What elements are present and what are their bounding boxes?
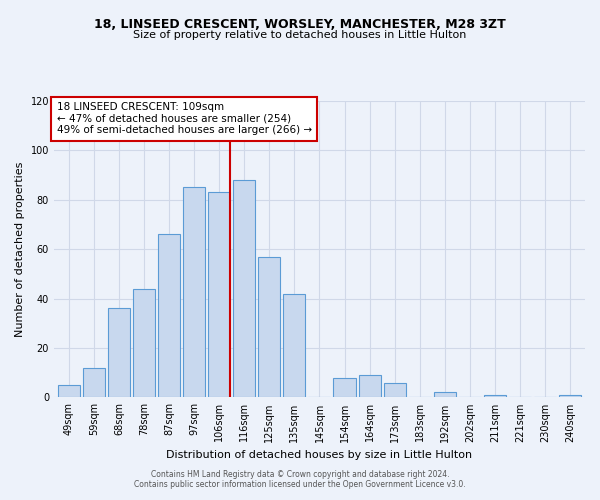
- Bar: [83, 368, 105, 398]
- Bar: [334, 378, 356, 398]
- Bar: [383, 382, 406, 398]
- Text: 18, LINSEED CRESCENT, WORSLEY, MANCHESTER, M28 3ZT: 18, LINSEED CRESCENT, WORSLEY, MANCHESTE…: [94, 18, 506, 30]
- Bar: [434, 392, 456, 398]
- Bar: [484, 395, 506, 398]
- Bar: [559, 395, 581, 398]
- Text: Contains HM Land Registry data © Crown copyright and database right 2024.
Contai: Contains HM Land Registry data © Crown c…: [134, 470, 466, 489]
- Bar: [133, 288, 155, 398]
- Text: Size of property relative to detached houses in Little Hulton: Size of property relative to detached ho…: [133, 30, 467, 40]
- Bar: [259, 256, 280, 398]
- Bar: [208, 192, 230, 398]
- Bar: [183, 188, 205, 398]
- Bar: [58, 385, 80, 398]
- Bar: [158, 234, 180, 398]
- Bar: [359, 375, 380, 398]
- Text: 18 LINSEED CRESCENT: 109sqm
← 47% of detached houses are smaller (254)
49% of se: 18 LINSEED CRESCENT: 109sqm ← 47% of det…: [56, 102, 311, 136]
- Bar: [233, 180, 256, 398]
- X-axis label: Distribution of detached houses by size in Little Hulton: Distribution of detached houses by size …: [166, 450, 473, 460]
- Bar: [283, 294, 305, 398]
- Bar: [108, 308, 130, 398]
- Y-axis label: Number of detached properties: Number of detached properties: [15, 162, 25, 337]
